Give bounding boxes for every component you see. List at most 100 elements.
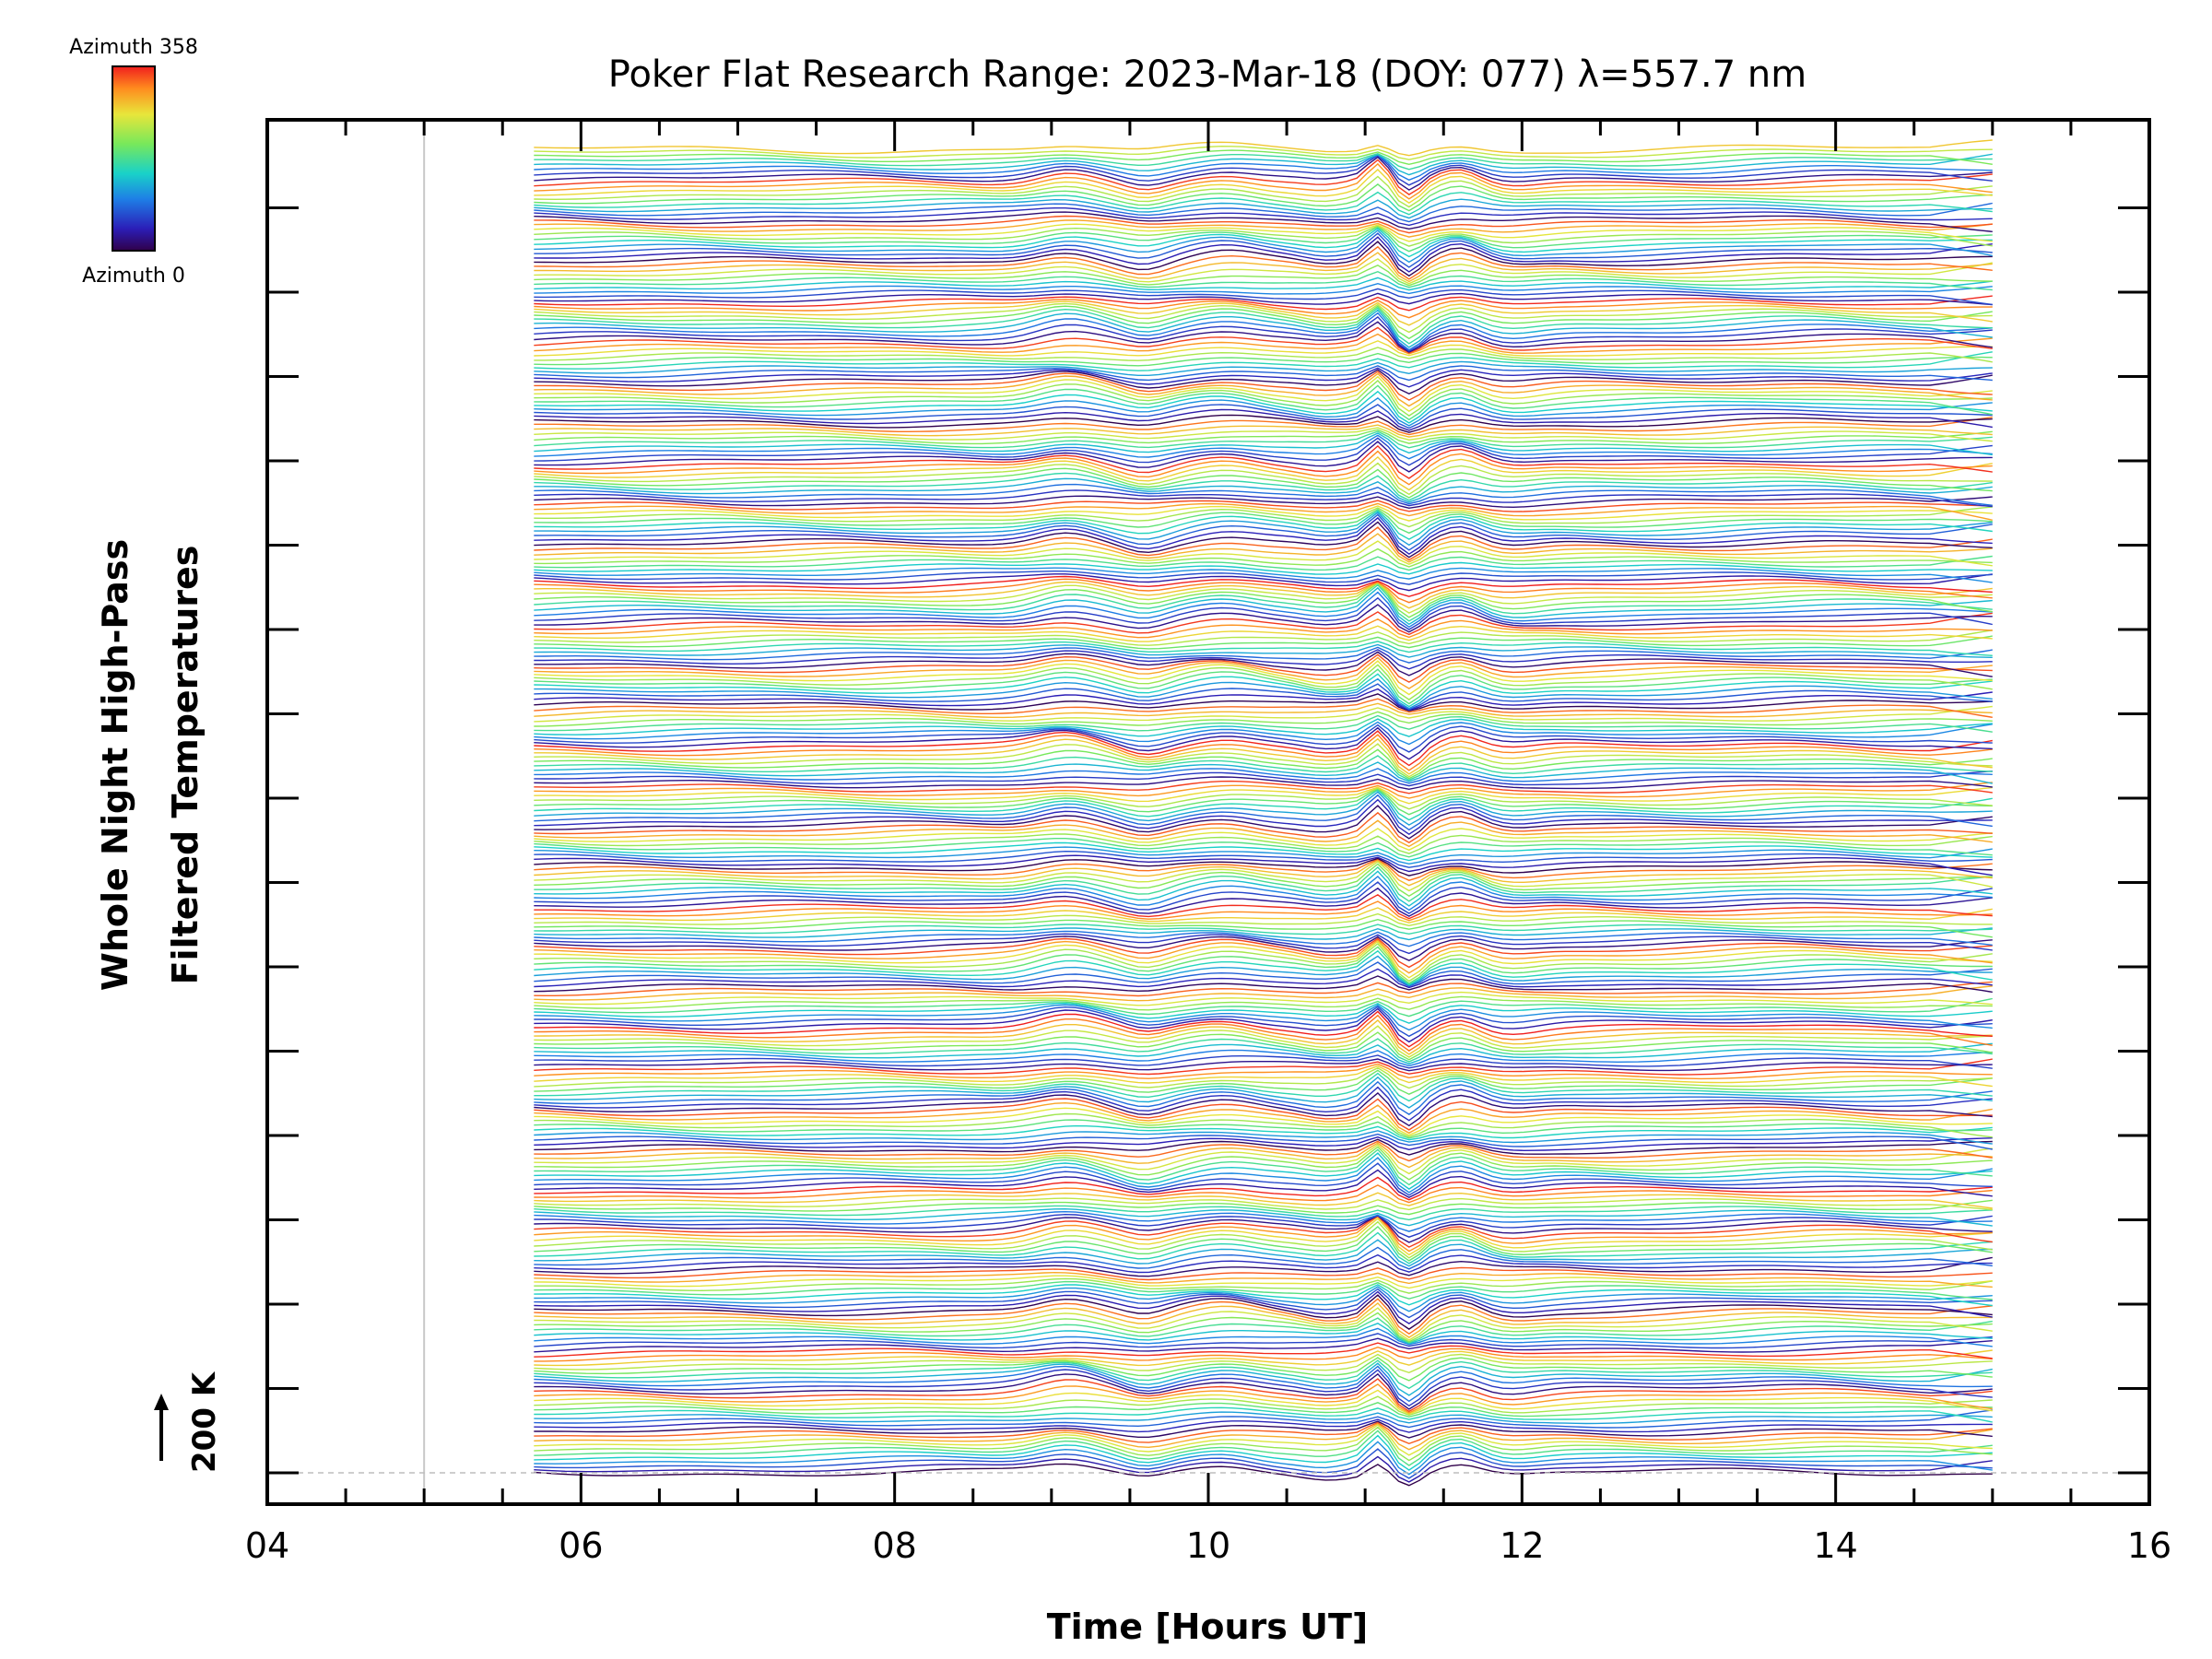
temperature-trace [534,500,1993,512]
temperature-trace [534,1426,1993,1462]
temperature-trace [534,677,1993,710]
temperature-trace [534,211,1993,232]
temperature-trace [534,1266,1993,1281]
temperature-trace [534,811,1993,844]
temperature-trace [534,1091,1993,1127]
temperature-trace [534,1031,1993,1061]
temperature-trace [534,798,1993,836]
temperature-trace [534,375,1993,413]
temperature-trace [534,1395,1993,1417]
temperature-trace [534,575,1993,597]
colorbar-bottom-label: Azimuth 0 [82,265,185,288]
temperature-trace [534,866,1993,902]
temperature-trace [534,649,1993,670]
temperature-trace [534,737,1993,775]
temperature-trace [534,776,1993,791]
temperature-trace [534,875,1993,912]
temperature-trace [534,782,1993,799]
temperature-trace [534,156,1993,191]
temperature-trace [534,510,1993,540]
temperature-trace [534,202,1993,223]
temperature-trace [534,315,1993,352]
temperature-trace [534,516,1993,556]
temperature-trace [534,863,1993,898]
temperature-trace [534,641,1993,656]
temperature-trace [534,660,1993,696]
temperature-trace [534,533,1993,563]
temperature-trace [534,477,1993,503]
temperature-trace [534,390,1993,424]
temperature-trace [534,265,1993,287]
temperature-trace [534,1421,1993,1445]
temperature-trace [534,245,1993,280]
temperature-trace [534,578,1993,604]
temperature-trace [534,424,1993,438]
temperature-trace [534,1049,1993,1067]
temperature-trace [534,854,1993,877]
temperature-trace [534,472,1993,501]
temperature-trace [534,219,1993,238]
temperature-trace [534,918,1993,938]
temperature-trace [534,1006,1993,1038]
temperature-trace [534,912,1993,927]
temperature-trace [534,734,1993,771]
temperature-trace [534,483,1993,506]
temperature-trace [534,850,1993,868]
temperature-trace [534,300,1993,326]
temperature-trace [534,787,1993,810]
temperature-trace [534,416,1993,436]
temperature-trace [534,870,1993,907]
x-tick-label: 08 [872,1525,916,1566]
temperature-trace [534,748,1993,780]
temperature-trace [534,1210,1993,1232]
temperature-trace [534,1157,1993,1194]
temperature-trace [534,1112,1993,1138]
y-axis-label-line-1: Whole Night High-Pass [95,539,135,991]
colorbar: Azimuth 358 Azimuth 0 [69,36,198,288]
x-tick-label: 06 [559,1525,603,1566]
temperature-trace [534,229,1993,264]
temperature-trace [534,702,1993,719]
temperature-trace [534,429,1993,445]
temperature-trace [534,893,1993,920]
temperature-trace [534,819,1993,848]
temperature-trace [534,1119,1993,1139]
temperature-trace [534,1362,1993,1396]
temperature-trace [534,567,1993,583]
temperature-trace [534,1019,1993,1055]
temperature-trace [534,591,1993,629]
temperature-trace [534,1162,1993,1196]
temperature-trace [534,656,1993,689]
temperature-trace [534,1066,1993,1089]
temperature-trace [534,380,1993,417]
temperature-trace [534,1290,1993,1324]
temperature-trace [534,1323,1993,1345]
temperature-trace [534,718,1993,737]
temperature-trace [534,169,1993,205]
temperature-trace [534,404,1993,429]
temperature-trace [534,397,1993,427]
temperature-trace [534,1317,1993,1344]
temperature-trace [534,232,1993,268]
temperature-trace [534,1372,1993,1410]
temperature-trace [534,724,1993,753]
temperature-trace [534,1327,1993,1347]
temperature-trace [534,668,1993,705]
temperature-trace [534,1101,1993,1135]
temperature-trace [534,302,1993,334]
temperature-trace [534,312,1993,351]
temperature-trace [534,1176,1993,1201]
temperature-trace [534,430,1993,449]
temperature-trace [534,295,1993,312]
temperature-trace [534,152,1993,171]
temperature-trace [534,288,1993,306]
temperature-trace [534,333,1993,355]
temperature-trace [534,1207,1993,1227]
temperature-trace [534,270,1993,291]
temperature-trace [534,1146,1993,1181]
temperature-trace [534,828,1993,852]
temperature-trace [534,145,1993,160]
temperature-trace [534,521,1993,559]
temperature-trace [534,858,1993,881]
temperature-trace [534,369,1993,394]
